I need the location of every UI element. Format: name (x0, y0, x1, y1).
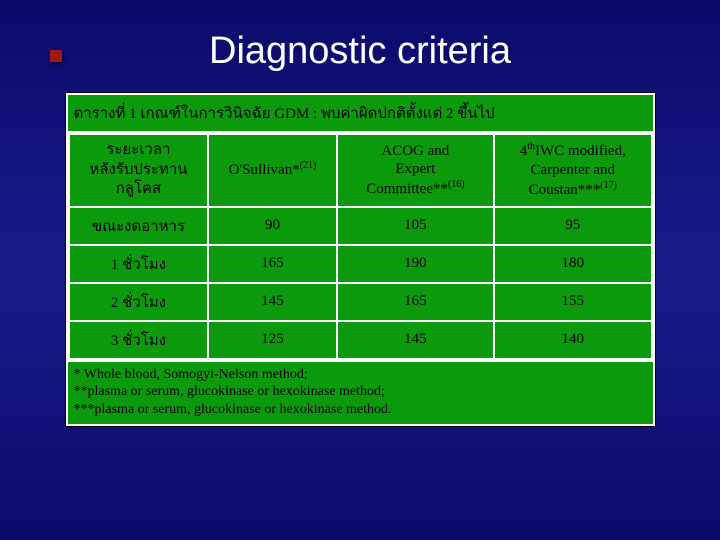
footnote-3: ***plasma or serum, glucokinase or hexok… (74, 401, 647, 419)
row3-v3: 140 (494, 321, 651, 359)
row0-label: ขณะงดอาหาร (69, 207, 209, 245)
row2-v2: 165 (337, 283, 494, 321)
col-osullivan-ref: (21) (300, 160, 317, 171)
data-table: ระยะเวลา หลังรับประทานกลูโคส O'Sullivan*… (68, 133, 653, 360)
row1-v2: 190 (337, 245, 494, 283)
col-osullivan-label: O'Sullivan* (229, 162, 300, 178)
table-caption: ตารางที่ 1 เกณฑ์ในการวินิจฉัย GDM : พบค่… (68, 95, 653, 133)
col-iwc-l3: Coustan*** (529, 182, 601, 198)
row3-v2: 145 (337, 321, 494, 359)
row2-v3: 155 (494, 283, 651, 321)
table-row: 2 ชั่วโมง 145 165 155 (69, 283, 652, 321)
slide-root: Diagnostic criteria ตารางที่ 1 เกณฑ์ในกา… (0, 0, 720, 540)
table-row: ขณะงดอาหาร 90 105 95 (69, 207, 652, 245)
row2-v1: 145 (208, 283, 336, 321)
col-iwc-l2: Carpenter and (499, 161, 646, 180)
criteria-table: ตารางที่ 1 เกณฑ์ในการวินิจฉัย GDM : พบค่… (66, 93, 655, 426)
footnote-2: **plasma or serum, glucokinase or hexoki… (74, 383, 647, 401)
row0-v3: 95 (494, 207, 651, 245)
col-osullivan: O'Sullivan*(21) (208, 134, 336, 207)
col-iwc-l1b: IWC modified, (535, 143, 626, 159)
col-iwc-ref: (17) (600, 180, 617, 191)
col-acog-l1: ACOG and (342, 142, 489, 161)
col-acog: ACOG and Expert Committee**(16) (337, 134, 494, 207)
row0-v1: 90 (208, 207, 336, 245)
slide-title: Diagnostic criteria (40, 30, 680, 73)
row1-v1: 165 (208, 245, 336, 283)
table-row: 1 ชั่วโมง 165 190 180 (69, 245, 652, 283)
row0-v2: 105 (337, 207, 494, 245)
table-header-row: ระยะเวลา หลังรับประทานกลูโคส O'Sullivan*… (69, 134, 652, 207)
col-acog-l2: Expert (342, 160, 489, 179)
col-iwc-th: th (527, 141, 535, 152)
bullet-icon (50, 50, 62, 62)
col-time-l2: หลังรับประทานกลูโคส (89, 162, 187, 198)
row1-label: 1 ชั่วโมง (69, 245, 209, 283)
footnote-1: * Whole blood, Somogyi-Nelson method; (74, 366, 647, 384)
row3-label: 3 ชั่วโมง (69, 321, 209, 359)
col-iwc: 4thIWC modified, Carpenter and Coustan**… (494, 134, 651, 207)
col-time-l1: ระยะเวลา (106, 142, 170, 158)
row1-v3: 180 (494, 245, 651, 283)
footnotes: * Whole blood, Somogyi-Nelson method; **… (68, 360, 653, 425)
col-acog-l3: Committee** (366, 181, 448, 197)
table-row: 3 ชั่วโมง 125 145 140 (69, 321, 652, 359)
row3-v1: 125 (208, 321, 336, 359)
col-acog-ref: (16) (448, 179, 465, 190)
row2-label: 2 ชั่วโมง (69, 283, 209, 321)
col-time: ระยะเวลา หลังรับประทานกลูโคส (69, 134, 209, 207)
